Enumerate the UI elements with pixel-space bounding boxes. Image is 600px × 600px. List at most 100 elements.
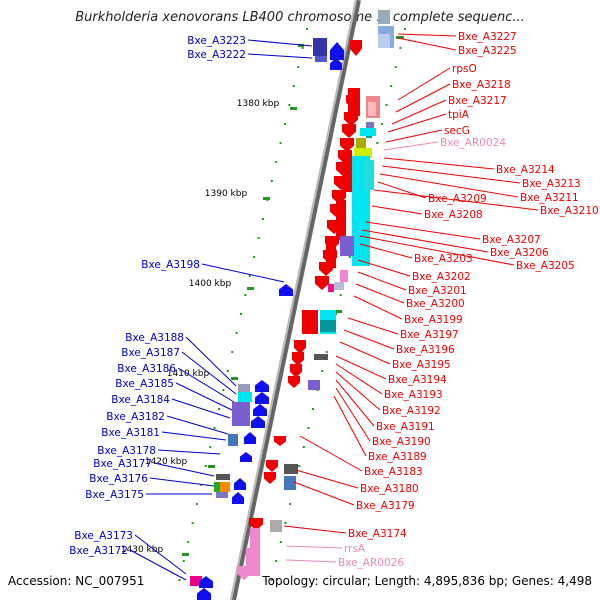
gene-label-right[interactable]: Bxe_A3174 [348, 528, 407, 540]
gene-block[interactable] [216, 474, 230, 480]
gene-arrow[interactable] [340, 138, 354, 152]
rna-label-right[interactable]: Bxe_AR0024 [440, 137, 506, 149]
gene-label-right[interactable]: rpsO [452, 63, 477, 75]
gene-block[interactable] [238, 384, 250, 392]
gene-label-right[interactable]: Bxe_A3202 [412, 271, 471, 283]
gene-arrow[interactable] [240, 452, 252, 462]
gene-label-left[interactable]: Bxe_A3175 [85, 489, 144, 501]
gene-arrow[interactable] [279, 284, 293, 296]
gene-label-right[interactable]: Bxe_A3225 [458, 45, 517, 57]
gene-block[interactable] [378, 34, 390, 48]
gene-block[interactable] [314, 354, 328, 360]
gene-arrow[interactable] [249, 518, 263, 530]
gene-label-left[interactable]: Bxe_A3176 [89, 473, 148, 485]
gene-arrow[interactable] [350, 40, 362, 56]
gene-arrow[interactable] [244, 432, 256, 444]
gene-marker[interactable] [336, 310, 342, 313]
gene-label-left[interactable]: Bxe_A3222 [187, 49, 246, 61]
gene-label-left[interactable]: Bxe_A3186 [117, 363, 176, 375]
gene-block[interactable] [284, 464, 298, 474]
gene-arrow[interactable] [294, 340, 306, 354]
gene-label-right[interactable]: Bxe_A3205 [516, 260, 575, 272]
gene-label-right[interactable]: tpiA [448, 109, 470, 121]
gene-block[interactable] [354, 148, 372, 158]
gene-label-right[interactable]: Bxe_A3193 [384, 389, 443, 401]
gene-label-right[interactable]: Bxe_A3227 [458, 31, 517, 43]
gene-block[interactable] [340, 270, 348, 282]
gene-block[interactable] [238, 392, 252, 402]
gene-block[interactable] [308, 380, 320, 390]
gene-label-right[interactable]: Bxe_A3203 [414, 253, 473, 265]
gene-block[interactable] [336, 200, 346, 240]
gene-arrow[interactable] [251, 416, 265, 428]
gene-marker[interactable] [298, 44, 304, 47]
gene-label-left[interactable]: Bxe_A3181 [101, 427, 160, 439]
gene-block[interactable] [334, 282, 344, 290]
gene-label-right[interactable]: Bxe_A3180 [360, 483, 419, 495]
gene-arrow[interactable] [234, 478, 246, 490]
gene-block[interactable] [220, 482, 230, 492]
gene-arrow[interactable] [264, 472, 276, 484]
rna-label-right[interactable]: rrsA [344, 543, 366, 555]
gene-block[interactable] [342, 152, 352, 192]
gene-arrow[interactable] [266, 460, 278, 472]
gene-label-right[interactable]: Bxe_A3189 [368, 451, 427, 463]
gene-label-left[interactable]: Bxe_A3188 [125, 332, 184, 344]
gene-block[interactable] [326, 240, 336, 268]
gene-label-right[interactable]: Bxe_A3214 [496, 164, 555, 176]
gene-block[interactable] [315, 56, 327, 62]
gene-label-right[interactable]: Bxe_A3209 [428, 193, 487, 205]
gene-label-left[interactable]: Bxe_A3172 [69, 545, 128, 557]
gene-label-left[interactable]: Bxe_A3178 [97, 445, 156, 457]
gene-block[interactable] [313, 38, 327, 56]
gene-label-right[interactable]: Bxe_A3208 [424, 209, 483, 221]
gene-label-left[interactable]: Bxe_A3182 [106, 411, 165, 423]
gene-label-right[interactable]: Bxe_A3206 [490, 247, 549, 259]
gene-label-left[interactable]: Bxe_A3185 [115, 378, 174, 390]
gene-block[interactable] [250, 528, 260, 550]
gene-label-right[interactable]: Bxe_A3192 [382, 405, 441, 417]
gene-block[interactable] [228, 434, 238, 446]
gene-block[interactable] [378, 10, 390, 24]
gene-block[interactable] [232, 402, 250, 426]
gene-block[interactable] [340, 236, 354, 256]
gene-label-left[interactable]: Bxe_A3184 [111, 394, 170, 406]
gene-block[interactable] [364, 160, 374, 190]
gene-label-right[interactable]: Bxe_A3200 [406, 298, 465, 310]
gene-label-left[interactable]: Bxe_A3223 [187, 35, 246, 47]
gene-label-left[interactable]: Bxe_A3187 [121, 347, 180, 359]
gene-block[interactable] [320, 320, 336, 332]
gene-block[interactable] [368, 102, 376, 116]
gene-arrow[interactable] [253, 404, 267, 416]
gene-arrow[interactable] [290, 364, 302, 378]
gene-block[interactable] [328, 284, 334, 292]
gene-arrow[interactable] [199, 576, 213, 588]
gene-block[interactable] [216, 492, 228, 498]
gene-label-right[interactable]: Bxe_A3210 [540, 205, 599, 217]
gene-label-right[interactable]: Bxe_A3199 [404, 314, 463, 326]
gene-arrow[interactable] [237, 566, 251, 580]
gene-marker[interactable] [396, 36, 404, 39]
gene-block[interactable] [356, 138, 366, 148]
gene-arrow[interactable] [232, 492, 244, 504]
gene-arrow[interactable] [315, 276, 329, 290]
gene-label-left[interactable]: Bxe_A3198 [141, 259, 200, 271]
gene-arrow[interactable] [197, 588, 211, 600]
gene-label-right[interactable]: Bxe_A3196 [396, 344, 455, 356]
gene-label-right[interactable]: secG [444, 125, 470, 137]
gene-arrow[interactable] [255, 380, 269, 392]
gene-block[interactable] [366, 122, 374, 132]
rna-label-right[interactable]: Bxe_AR0026 [338, 557, 404, 569]
gene-block[interactable] [360, 128, 376, 136]
gene-block[interactable] [302, 310, 318, 334]
gene-label-right[interactable]: Bxe_A3190 [372, 436, 431, 448]
gene-label-right[interactable]: Bxe_A3207 [482, 234, 541, 246]
gene-label-right[interactable]: Bxe_A3194 [388, 374, 447, 386]
gene-label-right[interactable]: Bxe_A3218 [452, 79, 511, 91]
gene-arrow[interactable] [342, 124, 356, 138]
gene-arrow[interactable] [330, 58, 342, 70]
gene-block[interactable] [348, 88, 360, 116]
gene-arrow[interactable] [288, 376, 300, 388]
gene-label-right[interactable]: Bxe_A3211 [520, 192, 579, 204]
gene-label-right[interactable]: Bxe_A3213 [522, 178, 581, 190]
